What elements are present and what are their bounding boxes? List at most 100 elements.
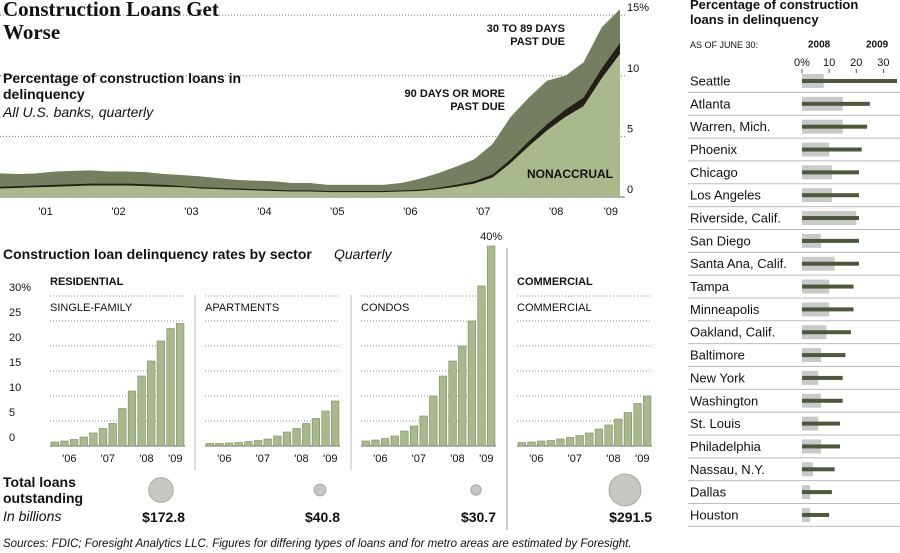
y-tick-label: 25 bbox=[9, 307, 21, 319]
category-label: Houston bbox=[690, 507, 738, 522]
series-label: NONACCRUAL bbox=[527, 167, 613, 181]
y-tick-label: 15 bbox=[9, 357, 21, 369]
x-tick-label: '09 bbox=[479, 453, 493, 465]
category-label: St. Louis bbox=[690, 416, 741, 431]
bar bbox=[802, 307, 854, 312]
category-label: Minneapolis bbox=[690, 302, 760, 317]
bar bbox=[802, 238, 859, 243]
bar bbox=[633, 403, 642, 447]
category-label: Santa Ana, Calif. bbox=[690, 256, 787, 271]
bar bbox=[137, 375, 146, 447]
category-label: Oakland, Calif. bbox=[690, 325, 775, 340]
total-label: $172.8 bbox=[142, 509, 185, 525]
bar bbox=[381, 438, 390, 447]
bar bbox=[604, 424, 613, 447]
chart-title: Construction loan delinquency rates by s… bbox=[3, 246, 312, 262]
bar bbox=[802, 79, 897, 83]
group-label: RESIDENTIAL bbox=[50, 276, 124, 288]
y-tick-label: 10 bbox=[627, 63, 639, 75]
category-label: Nassau, N.Y. bbox=[690, 462, 765, 477]
area bbox=[0, 53, 620, 197]
bar bbox=[802, 284, 854, 289]
y-tick-label: 0 bbox=[627, 184, 633, 196]
bar bbox=[70, 439, 79, 447]
y-tick-label: 30% bbox=[9, 282, 31, 294]
x-tick-label: '08 bbox=[450, 453, 464, 465]
bar bbox=[802, 170, 859, 175]
x-tick-label: 30 bbox=[877, 57, 889, 69]
bar bbox=[225, 442, 234, 447]
group-label: COMMERCIAL bbox=[517, 276, 593, 288]
value-label: 40% bbox=[480, 231, 502, 243]
bar bbox=[802, 101, 870, 106]
bar bbox=[802, 467, 835, 472]
legend-label: 2008 bbox=[808, 40, 831, 51]
bar bbox=[614, 418, 623, 447]
x-tick-label: '07 bbox=[476, 206, 490, 218]
bar bbox=[166, 328, 175, 447]
category-label: San Diego bbox=[690, 233, 751, 248]
bar bbox=[79, 436, 88, 447]
bar bbox=[802, 421, 840, 426]
bar bbox=[565, 437, 575, 447]
totals-title: Total loans outstanding bbox=[3, 474, 84, 507]
bar bbox=[156, 340, 165, 447]
bar bbox=[263, 438, 272, 447]
bar bbox=[282, 431, 292, 447]
bar bbox=[147, 360, 156, 447]
source-note: Sources: FDIC; Foresight Analytics LLC. … bbox=[3, 538, 632, 550]
bar bbox=[448, 360, 457, 447]
category-label: Phoenix bbox=[690, 142, 737, 157]
bar bbox=[234, 442, 243, 447]
category-label: Los Angeles bbox=[690, 188, 761, 203]
series-label: 90 DAYS OR MORE PAST DUE bbox=[404, 88, 505, 113]
bar bbox=[458, 345, 467, 447]
y-tick-label: 0 bbox=[9, 432, 15, 444]
y-tick-label: 5 bbox=[627, 123, 633, 135]
legend-label: 2009 bbox=[866, 40, 889, 51]
category-label: Chicago bbox=[690, 165, 738, 180]
x-tick-label: '07 bbox=[101, 453, 115, 465]
x-tick-label: '09 bbox=[323, 453, 337, 465]
series-label: 30 TO 89 DAYS PAST DUE bbox=[486, 23, 565, 48]
category-label: Atlanta bbox=[690, 96, 731, 111]
total-label: $40.8 bbox=[305, 509, 340, 525]
bar bbox=[176, 323, 185, 447]
x-tick-label: 20 bbox=[850, 57, 862, 69]
x-tick-label: '08 bbox=[549, 206, 563, 218]
panel-label: COMMERCIAL bbox=[517, 302, 592, 314]
y-tick-label: 20 bbox=[9, 332, 21, 344]
x-tick-label: '09 bbox=[604, 206, 618, 218]
x-tick-label: '01 bbox=[38, 206, 52, 218]
bar bbox=[205, 443, 214, 447]
bar bbox=[108, 423, 117, 447]
bar bbox=[643, 395, 652, 447]
panel-label: SINGLE-FAMILY bbox=[50, 302, 133, 314]
chart-title: Percentage of construction loans in deli… bbox=[690, 0, 859, 27]
x-tick-label: 0% bbox=[794, 57, 810, 69]
bar bbox=[419, 415, 428, 447]
category-label: Riverside, Calif. bbox=[690, 211, 781, 226]
panel-label: CONDOS bbox=[361, 302, 409, 314]
total-bubble bbox=[148, 477, 174, 503]
bar bbox=[273, 435, 282, 447]
bar bbox=[802, 330, 851, 335]
bar bbox=[429, 395, 438, 447]
bar bbox=[292, 428, 301, 447]
bar bbox=[244, 441, 253, 447]
bar bbox=[60, 440, 69, 447]
bar bbox=[127, 390, 137, 447]
bar bbox=[556, 438, 565, 447]
x-tick-label: '09 bbox=[168, 453, 182, 465]
bar bbox=[623, 412, 632, 447]
totals-subtitle: In billions bbox=[3, 508, 62, 524]
bar bbox=[215, 443, 224, 447]
bar bbox=[98, 428, 108, 447]
bar bbox=[802, 124, 868, 129]
bar bbox=[527, 441, 536, 447]
bar bbox=[409, 425, 419, 447]
bar bbox=[517, 442, 526, 447]
bar bbox=[118, 408, 127, 447]
total-bubble bbox=[470, 484, 482, 496]
